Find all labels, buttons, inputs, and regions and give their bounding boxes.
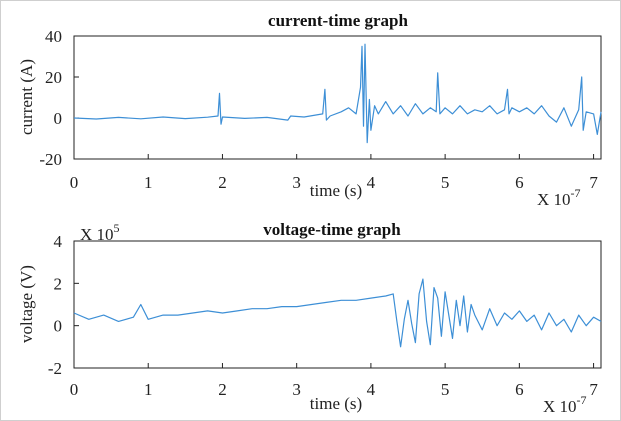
current-plot-box <box>73 35 602 160</box>
current-x-scale-base: X 10 <box>537 190 571 209</box>
voltage-x-scale-exponent: -7 <box>577 393 587 407</box>
voltage-y-tick-label: 2 <box>54 274 63 293</box>
voltage-plot-box <box>73 240 602 369</box>
voltage-y-axis-label: voltage (V) <box>17 265 36 343</box>
voltage-x-axis-label: time (s) <box>310 394 362 413</box>
current-y-tick-label: 40 <box>45 27 62 46</box>
current-x-tick-label: 4 <box>367 173 376 192</box>
voltage-x-ticks: 0 1 2 3 4 5 6 7 <box>70 363 598 399</box>
current-chart-title: current-time graph <box>268 11 408 30</box>
voltage-x-scale-note: X 10-7 <box>543 393 587 416</box>
voltage-series-line <box>73 278 602 348</box>
current-x-tick-label: 5 <box>441 173 450 192</box>
current-y-tick-label: 20 <box>45 68 62 87</box>
voltage-y-ticks: -2 0 2 4 <box>48 232 79 378</box>
current-y-tick-label: 0 <box>54 109 63 128</box>
voltage-panel: voltage-time graph voltage (V) time (s) … <box>17 220 602 416</box>
voltage-x-scale-base: X 10 <box>543 397 577 416</box>
voltage-y-scale-exponent: 5 <box>114 221 120 235</box>
current-x-tick-label: 1 <box>144 173 153 192</box>
voltage-x-tick-label: 0 <box>70 380 79 399</box>
voltage-y-tick-label: 0 <box>54 317 63 336</box>
current-x-scale-exponent: -7 <box>571 186 581 200</box>
current-x-tick-label: 6 <box>515 173 524 192</box>
voltage-x-tick-label: 5 <box>441 380 450 399</box>
current-y-ticks: -20 0 20 40 <box>39 27 79 169</box>
voltage-y-tick-label: -2 <box>48 359 62 378</box>
current-panel: current-time graph current (A) time (s) … <box>17 11 602 209</box>
current-y-tick-label: -20 <box>39 150 62 169</box>
voltage-x-tick-label: 2 <box>218 380 227 399</box>
voltage-series <box>73 278 602 348</box>
voltage-x-tick-label: 1 <box>144 380 153 399</box>
current-y-axis-label: current (A) <box>17 59 36 135</box>
voltage-x-tick-label: 7 <box>589 380 598 399</box>
voltage-chart-title: voltage-time graph <box>263 220 401 239</box>
voltage-x-tick-label: 4 <box>367 380 376 399</box>
voltage-y-scale-base: X 10 <box>80 225 114 244</box>
current-x-tick-label: 3 <box>292 173 301 192</box>
voltage-y-scale-note: X 105 <box>80 221 120 244</box>
current-x-tick-label: 7 <box>589 173 598 192</box>
current-x-ticks: 0 1 2 3 4 5 6 7 <box>70 154 598 192</box>
voltage-y-tick-label: 4 <box>54 232 63 251</box>
current-x-tick-label: 0 <box>70 173 79 192</box>
current-x-tick-label: 2 <box>218 173 227 192</box>
current-series-line <box>73 43 602 144</box>
current-x-axis-label: time (s) <box>310 181 362 200</box>
current-series <box>73 43 602 144</box>
current-x-scale-note: X 10-7 <box>537 186 581 209</box>
voltage-x-tick-label: 3 <box>292 380 301 399</box>
voltage-x-tick-label: 6 <box>515 380 524 399</box>
